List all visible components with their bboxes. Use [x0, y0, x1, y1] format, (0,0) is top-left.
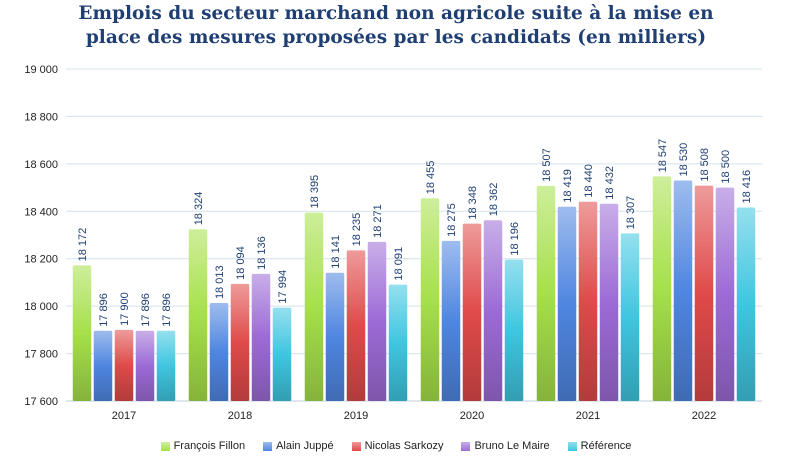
bar [557, 206, 577, 401]
bar [93, 330, 113, 401]
bar [652, 176, 672, 401]
y-tick-label: 18 400 [24, 206, 58, 218]
data-label: 18 362 [488, 183, 500, 217]
y-tick-label: 18 600 [24, 159, 58, 171]
data-label: 17 896 [140, 293, 152, 327]
data-label: 18 172 [77, 228, 89, 262]
chart-title-line-2: place des mesures proposées par les cand… [85, 27, 707, 48]
bar [483, 220, 503, 401]
x-tick-label: 2017 [112, 410, 136, 422]
data-label: 18 271 [372, 204, 384, 238]
y-tick-label: 18 000 [24, 301, 58, 313]
x-tick-label: 2022 [692, 410, 716, 422]
bar [346, 250, 366, 401]
data-label: 17 994 [277, 270, 289, 304]
data-label: 18 275 [446, 203, 458, 237]
legend-swatch [263, 441, 273, 451]
data-label: 18 419 [562, 169, 574, 203]
y-tick-label: 17 600 [24, 396, 58, 408]
data-label: 18 136 [256, 236, 268, 270]
bar [578, 201, 598, 401]
bar [188, 229, 208, 401]
data-label: 18 094 [235, 246, 247, 280]
bar [272, 307, 292, 401]
bar [599, 203, 619, 401]
data-label: 18 530 [678, 143, 690, 177]
bar [504, 259, 524, 401]
data-label: 18 235 [351, 213, 363, 247]
data-label: 18 013 [214, 265, 226, 299]
bar [420, 198, 440, 401]
data-label: 17 900 [119, 292, 131, 326]
bar [251, 273, 271, 401]
x-tick-label: 2021 [576, 410, 600, 422]
legend-label: Nicolas Sarkozy [364, 440, 444, 452]
legend-swatch [567, 441, 577, 451]
bar [72, 265, 92, 401]
bar [135, 330, 155, 401]
data-label: 18 547 [657, 139, 669, 173]
legend-swatch [160, 441, 170, 451]
bar [367, 241, 387, 401]
bar [536, 185, 556, 401]
data-label: 18 395 [309, 175, 321, 209]
data-label: 18 507 [541, 148, 553, 182]
chart-title-line-1: Emplois du secteur marchand non agricole… [78, 3, 714, 24]
chart-title: Emplois du secteur marchand non agricole… [0, 2, 792, 50]
legend-swatch [461, 441, 471, 451]
x-tick-label: 2020 [460, 410, 484, 422]
y-tick-label: 18 200 [24, 254, 58, 266]
data-label: 18 348 [467, 186, 479, 220]
legend: François Fillon Alain Juppé Nicolas Sarkoz… [0, 437, 792, 455]
data-label: 18 307 [625, 196, 637, 230]
bar [694, 185, 714, 401]
legend-item: François Fillon [160, 437, 246, 455]
legend-item: Alain Juppé [263, 437, 334, 455]
legend-swatch [351, 441, 361, 451]
x-tick-label: 2018 [228, 410, 252, 422]
legend-item: Nicolas Sarkozy [351, 437, 444, 455]
data-label: 18 196 [509, 222, 521, 256]
bar [620, 233, 640, 401]
bar [673, 180, 693, 401]
legend-label: François Fillon [173, 440, 246, 452]
data-label: 17 896 [98, 293, 110, 327]
legend-item: Référence [567, 437, 632, 455]
y-tick-label: 18 800 [24, 111, 58, 123]
data-label: 17 896 [161, 293, 173, 327]
legend-item: Bruno Le Maire [461, 437, 550, 455]
data-label: 18 141 [330, 235, 342, 269]
data-label: 18 440 [583, 164, 595, 198]
legend-label: Référence [580, 440, 632, 452]
data-label: 18 455 [425, 161, 437, 195]
data-label: 18 091 [393, 247, 405, 281]
bar [114, 329, 134, 401]
bar [736, 207, 756, 401]
legend-label: Alain Juppé [276, 440, 334, 452]
data-label: 18 500 [720, 150, 732, 184]
bar [388, 284, 408, 401]
bar [462, 223, 482, 401]
bar [325, 272, 345, 401]
bar [715, 187, 735, 401]
data-label: 18 508 [699, 148, 711, 182]
data-label: 18 416 [741, 170, 753, 204]
x-tick-label: 2019 [344, 410, 368, 422]
bar [209, 303, 229, 401]
y-tick-label: 19 000 [24, 64, 58, 76]
bar [156, 330, 176, 401]
legend-label: Bruno Le Maire [474, 440, 550, 452]
data-label: 18 432 [604, 166, 616, 200]
y-tick-label: 17 800 [24, 349, 58, 361]
bar [441, 240, 461, 401]
data-label: 18 324 [193, 192, 205, 226]
bar [304, 212, 324, 401]
bar [230, 283, 250, 401]
